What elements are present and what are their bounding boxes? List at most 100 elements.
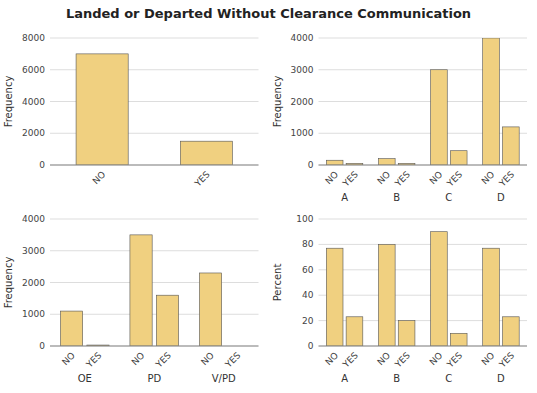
x-tick-label: NO	[91, 169, 108, 186]
bars	[76, 54, 232, 165]
x-tick-label: NO	[480, 350, 497, 367]
group-label: A	[341, 192, 348, 203]
title: Landed or Departed Without Clearance Com…	[66, 6, 471, 21]
group-label: PD	[147, 373, 161, 384]
x-tick-label: YES	[153, 350, 173, 370]
bar	[326, 160, 343, 165]
bar	[326, 248, 343, 346]
grid-line	[50, 219, 259, 220]
panel: 01000200030004000FrequencyNOYESANOYESBNO…	[272, 33, 528, 203]
y-tick-label: 6000	[22, 65, 45, 75]
bar	[60, 311, 82, 346]
y-axis-label: Frequency	[3, 76, 14, 128]
group-label: B	[393, 192, 400, 203]
grid-line	[319, 219, 528, 220]
panel: 01000200030004000FrequencyNOYESOENOYESPD…	[3, 214, 259, 384]
x-axis-line	[50, 165, 259, 166]
bar	[450, 333, 467, 346]
y-tick-label: 2000	[22, 128, 45, 138]
y-tick-label: 0	[39, 341, 45, 351]
bar	[483, 38, 500, 165]
y-tick-label: 80	[302, 239, 314, 249]
y-tick-label: 100	[296, 214, 313, 224]
grid-line	[50, 250, 259, 251]
x-tick-label: YES	[340, 350, 360, 370]
x-axis-line	[319, 165, 528, 166]
bar	[503, 317, 520, 346]
x-tick-label: NO	[375, 169, 392, 186]
bars	[60, 235, 221, 346]
group-label: D	[497, 373, 505, 384]
y-tick-label: 2000	[22, 278, 45, 288]
y-axis-label: Frequency	[3, 257, 14, 309]
x-tick-label: NO	[480, 169, 497, 186]
group-label: C	[445, 373, 452, 384]
y-axis-label: Frequency	[272, 76, 283, 128]
x-tick-label: NO	[427, 350, 444, 367]
y-tick-label: 4000	[22, 214, 45, 224]
bar	[378, 159, 395, 165]
y-tick-label: 20	[302, 316, 314, 326]
x-tick-label: YES	[84, 350, 104, 370]
bar	[398, 321, 415, 346]
grid-line	[319, 244, 528, 245]
y-tick-label: 60	[302, 265, 314, 275]
panel: 020406080100PercentNOYESANOYESBNOYESCNOY…	[272, 214, 528, 384]
bar	[503, 127, 520, 165]
x-tick-label: YES	[192, 169, 212, 189]
y-tick-label: 40	[302, 290, 314, 300]
x-tick-label: NO	[323, 169, 340, 186]
x-tick-label: YES	[444, 169, 464, 189]
bar	[199, 273, 221, 346]
x-tick-label: NO	[199, 350, 216, 367]
bar	[130, 235, 152, 346]
bars	[326, 38, 519, 165]
x-tick-label: YES	[340, 169, 360, 189]
bar	[156, 295, 178, 346]
bar	[431, 70, 448, 165]
group-label: D	[497, 192, 505, 203]
x-tick-label: YES	[223, 350, 243, 370]
grid-line	[319, 346, 528, 347]
grid-line	[319, 165, 528, 166]
group-label: A	[341, 373, 348, 384]
x-tick-label: NO	[130, 350, 147, 367]
bar	[76, 54, 128, 165]
x-tick-label: NO	[375, 350, 392, 367]
y-tick-label: 1000	[291, 128, 314, 138]
x-axis-line	[50, 346, 259, 347]
group-label: B	[393, 373, 400, 384]
x-tick-label: NO	[323, 350, 340, 367]
y-tick-label: 0	[39, 160, 45, 170]
x-tick-label: YES	[392, 169, 412, 189]
y-tick-label: 1000	[22, 309, 45, 319]
bar	[483, 248, 500, 346]
y-tick-label: 3000	[291, 65, 314, 75]
y-tick-label: 0	[308, 160, 314, 170]
y-axis-label: Percent	[272, 264, 283, 302]
y-tick-label: 4000	[291, 33, 314, 43]
figure: Landed or Departed Without Clearance Com…	[0, 0, 537, 393]
y-tick-label: 8000	[22, 33, 45, 43]
grid-line	[50, 165, 259, 166]
y-tick-label: 0	[308, 341, 314, 351]
x-axis-line	[319, 346, 528, 347]
x-tick-label: YES	[497, 169, 517, 189]
bar	[180, 141, 232, 165]
group-label: OE	[78, 373, 92, 384]
grid-line	[50, 282, 259, 283]
x-tick-label: NO	[60, 350, 77, 367]
bar	[431, 232, 448, 346]
grid-line	[50, 38, 259, 39]
y-tick-label: 3000	[22, 246, 45, 256]
x-tick-label: YES	[497, 350, 517, 370]
bar	[450, 151, 467, 165]
y-tick-label: 4000	[22, 97, 45, 107]
y-tick-label: 2000	[291, 97, 314, 107]
panel: 0 2000 4000 6000 8000 Frequency NO YES	[3, 33, 259, 189]
group-label: V/PD	[212, 373, 236, 384]
group-label: C	[445, 192, 452, 203]
x-tick-label: YES	[444, 350, 464, 370]
bar	[378, 244, 395, 346]
x-tick-label: YES	[392, 350, 412, 370]
